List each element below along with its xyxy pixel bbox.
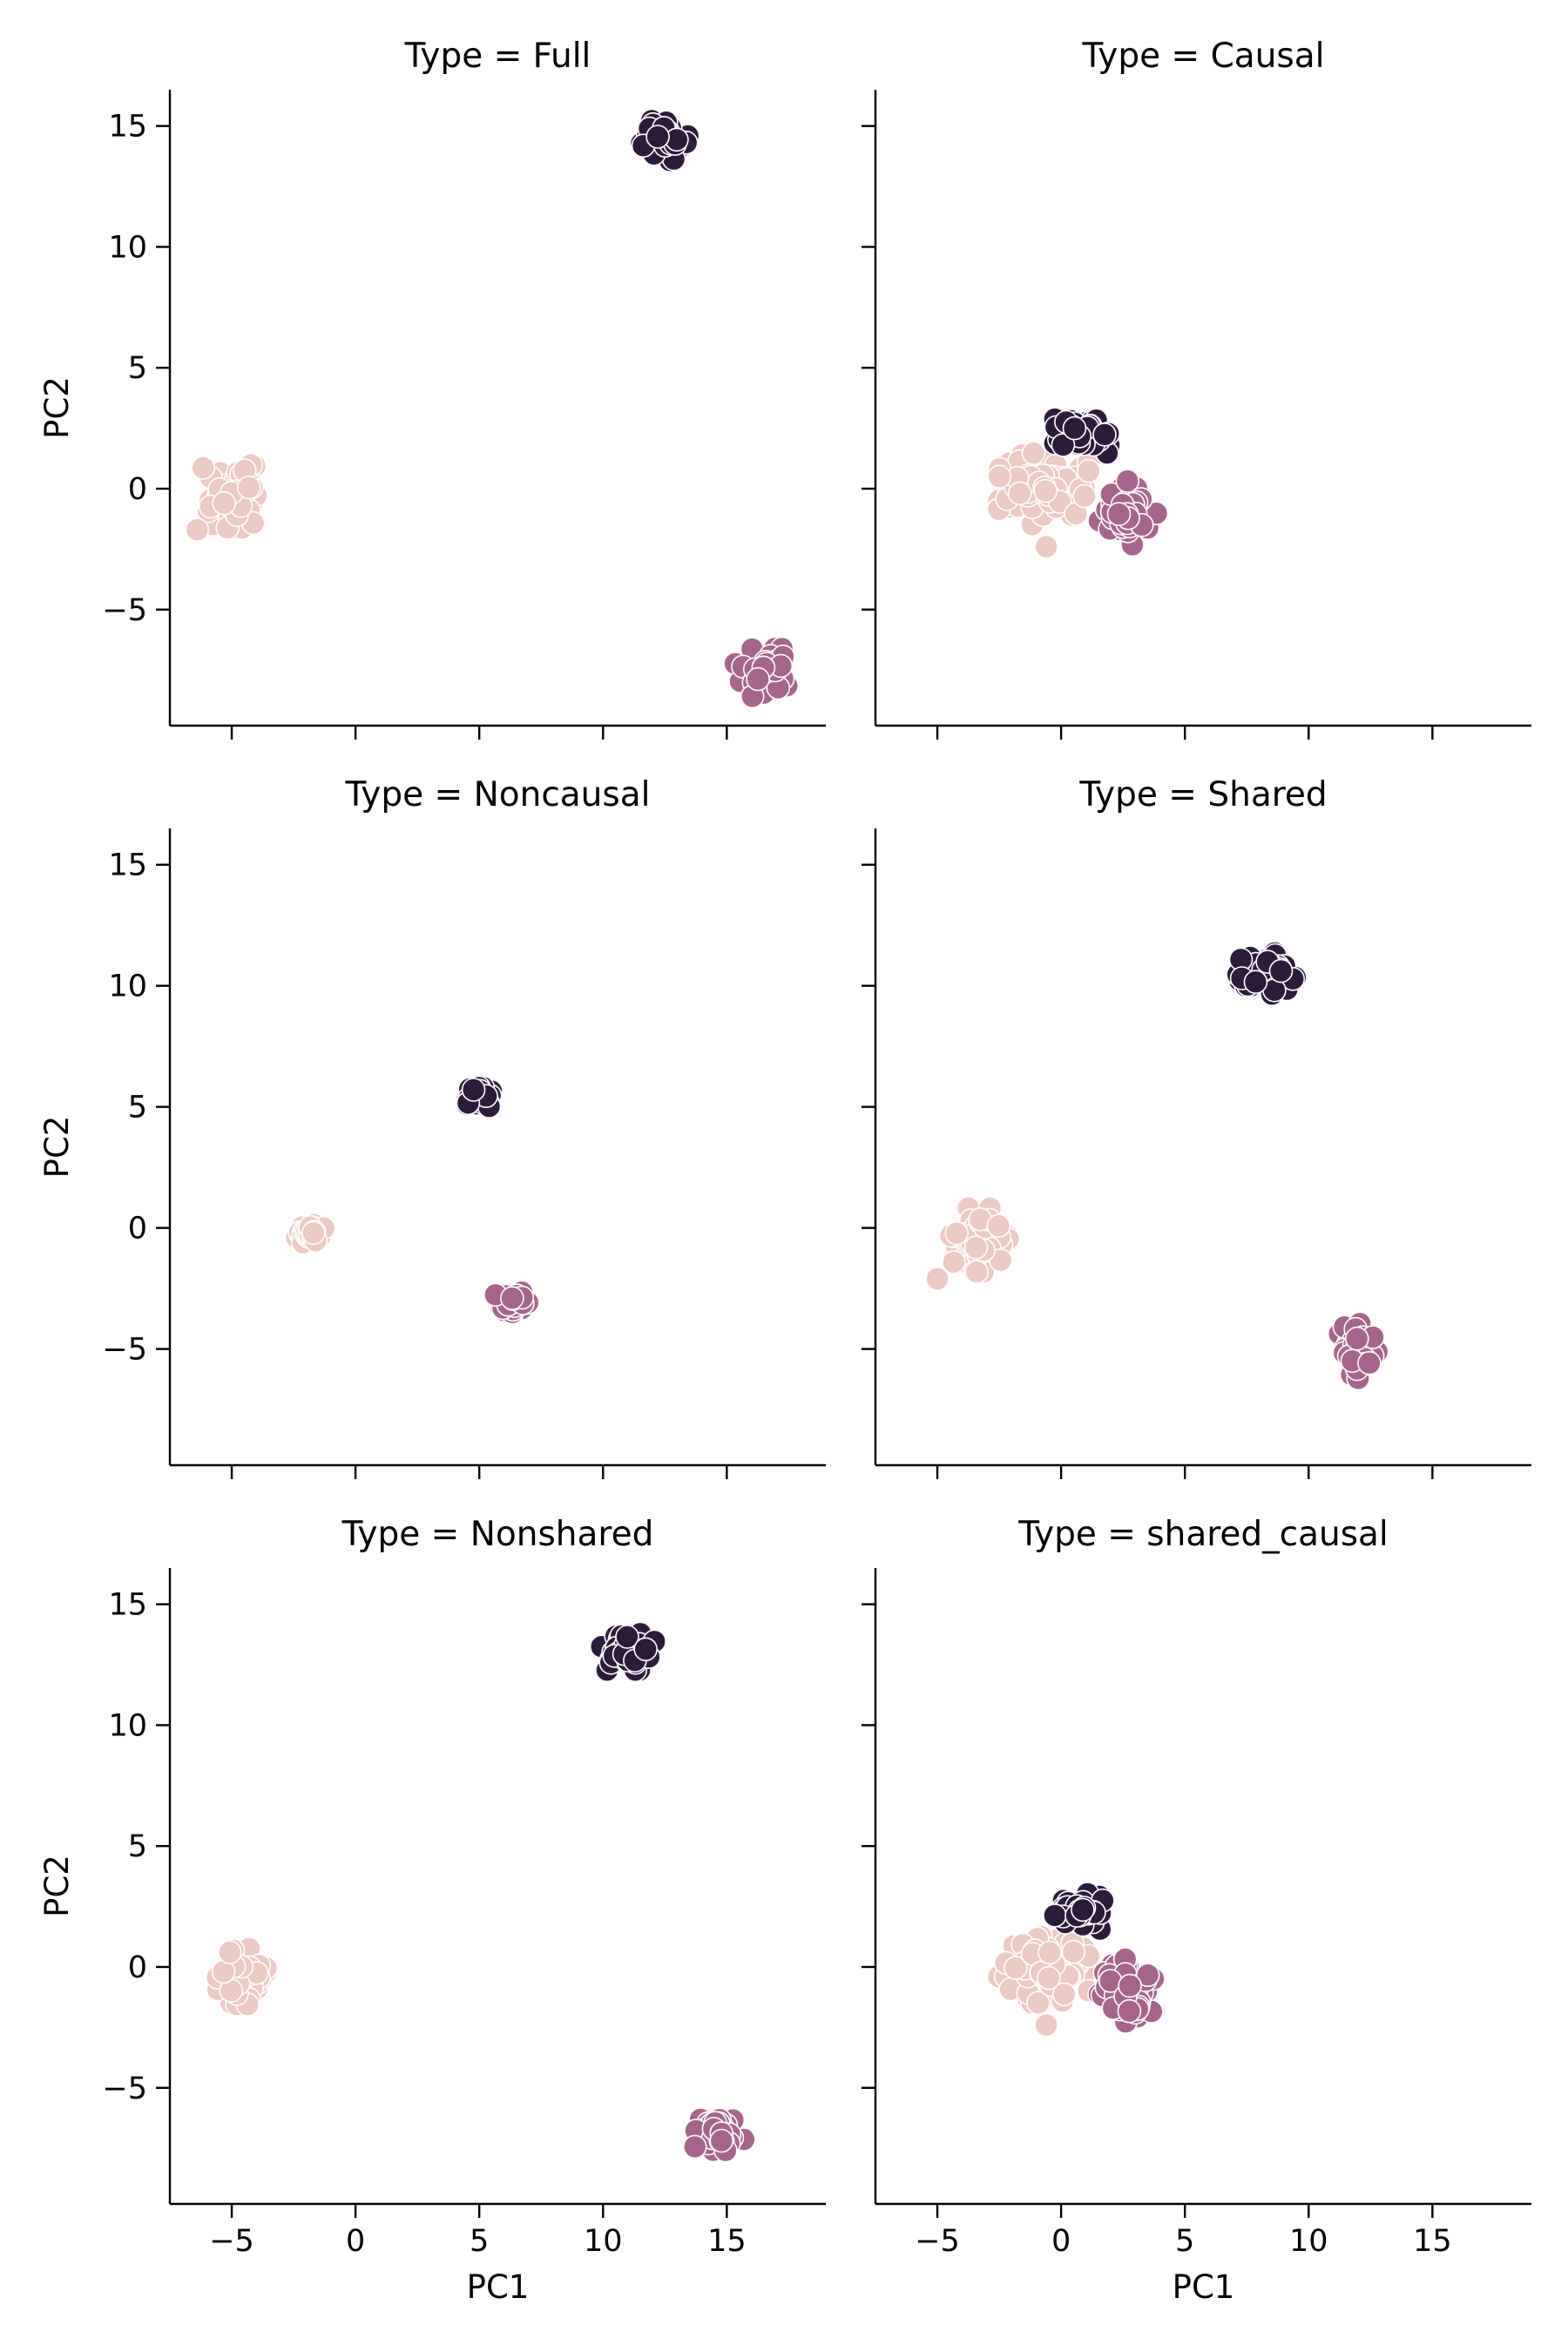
scatter-point (461, 1078, 486, 1102)
y-tick-label: 15 (108, 110, 147, 145)
scatter-point (500, 1286, 524, 1310)
scatter-point (1037, 1965, 1061, 1990)
y-axis-label: PC2 (38, 1855, 76, 1917)
x-tick-label: −5 (209, 2224, 254, 2259)
scatter-point (1051, 433, 1076, 457)
scatter-point (1021, 441, 1046, 466)
scatter-point (942, 1250, 966, 1274)
x-tick-label: −5 (915, 2224, 960, 2259)
scatter-point (212, 490, 237, 516)
scatter-point (944, 1220, 969, 1246)
scatter-point (1037, 1940, 1062, 1965)
scatter-points (185, 108, 800, 709)
y-axis-label: PC2 (38, 1116, 76, 1179)
x-tick-label: 5 (470, 2224, 489, 2259)
panel-title: Type = Shared (1078, 775, 1327, 814)
x-tick-label: 15 (1413, 2224, 1452, 2259)
scatter-point (236, 475, 261, 500)
x-tick-label: 10 (1289, 2224, 1328, 2259)
y-tick-label: 15 (108, 848, 147, 883)
y-tick-label: 10 (108, 970, 147, 1004)
scatter-point (633, 1637, 659, 1662)
scatter-point (1051, 1982, 1077, 2007)
scatter-point (615, 1625, 639, 1649)
panel-title: Type = Nonshared (341, 1515, 654, 1554)
x-tick-label: 0 (1051, 2224, 1071, 2259)
scatter-point (1115, 469, 1140, 493)
scatter-point (1034, 2012, 1058, 2038)
y-tick-label: 15 (108, 1588, 147, 1623)
x-tick-label: 0 (346, 2224, 365, 2259)
scatter-point (1077, 458, 1101, 483)
scatter-point (301, 1220, 326, 1246)
scatter-point (746, 666, 770, 692)
scatter-point (1092, 422, 1117, 447)
scatter-point (709, 2128, 734, 2153)
scatter-points (284, 1075, 540, 1325)
panel-title: Type = Noncausal (345, 775, 651, 814)
panel-1: Type = Full −5 0 5 10 15 PC2 (38, 37, 826, 740)
panel-title: Type = Causal (1082, 37, 1325, 76)
scatter-point (1268, 958, 1294, 983)
scatter-point (1062, 416, 1087, 441)
x-axis-label: PC1 (1173, 2268, 1235, 2306)
panel-title: Type = Full (404, 37, 591, 76)
panel-3: Type = Noncausal −5 0 5 10 15 PC2 (38, 775, 826, 1479)
scatter-point (191, 456, 215, 480)
x-axis-label: PC1 (467, 2268, 530, 2306)
x-tick-label: 5 (1175, 2224, 1194, 2259)
y-tick-label: 0 (128, 472, 147, 507)
scatter-point (217, 1940, 242, 1964)
panel-2: Type = Causal (862, 37, 1531, 740)
x-tick-label: 15 (707, 2224, 747, 2259)
scatter-point (645, 125, 670, 149)
scatter-point (1243, 970, 1268, 994)
scatter-point (185, 517, 210, 543)
x-tick-label: 10 (584, 2224, 623, 2259)
scatter-points (205, 1621, 756, 2163)
scatter-point (1345, 1326, 1369, 1351)
panel-6: Type = shared_causal −5 0 5 10 15 PC1 (862, 1515, 1531, 2306)
y-tick-label: −5 (102, 1333, 147, 1368)
scatter-point (1071, 1897, 1095, 1923)
y-tick-label: 5 (128, 1091, 147, 1125)
scatter-points (986, 1882, 1166, 2038)
y-tick-label: 0 (128, 1212, 147, 1247)
scatter-point (1117, 1998, 1142, 2024)
panel-5: Type = Nonshared −5 0 5 10 15 −5 0 5 10 15 PC2 PC1 (38, 1515, 826, 2306)
y-tick-label: 0 (128, 1950, 147, 1985)
scatter-point (1118, 1973, 1142, 1998)
scatter-points (986, 407, 1169, 559)
scatter-point (682, 2134, 707, 2159)
scatter-point (964, 1260, 989, 1284)
scatter-point (1007, 481, 1032, 506)
scatter-point (1357, 1350, 1382, 1375)
scatter-point (1135, 1963, 1160, 1987)
panel-title: Type = shared_causal (1017, 1515, 1389, 1554)
scatter-point (925, 1267, 950, 1291)
scatter-point (1061, 1939, 1086, 1964)
scatter-point (987, 464, 1012, 490)
scatter-points (925, 941, 1389, 1391)
y-tick-label: 10 (108, 1708, 147, 1743)
scatter-point (1004, 1956, 1028, 1980)
y-tick-label: 10 (108, 230, 147, 265)
y-tick-label: 5 (128, 1829, 147, 1864)
scatter-point (986, 1213, 1011, 1238)
scatter-point (1043, 1903, 1067, 1928)
y-tick-label: −5 (102, 2072, 147, 2106)
scatter-point (1072, 483, 1097, 509)
y-axis-label: PC2 (38, 376, 76, 439)
scatter-point (1034, 534, 1058, 559)
scatter-point (1106, 502, 1132, 526)
scatter-point (1026, 1990, 1051, 2015)
panel-4: Type = Shared (862, 775, 1531, 1479)
y-tick-label: 5 (128, 351, 147, 386)
scatter-point (1033, 478, 1058, 504)
scatter-point (963, 1235, 989, 1260)
y-tick-label: −5 (102, 593, 147, 628)
